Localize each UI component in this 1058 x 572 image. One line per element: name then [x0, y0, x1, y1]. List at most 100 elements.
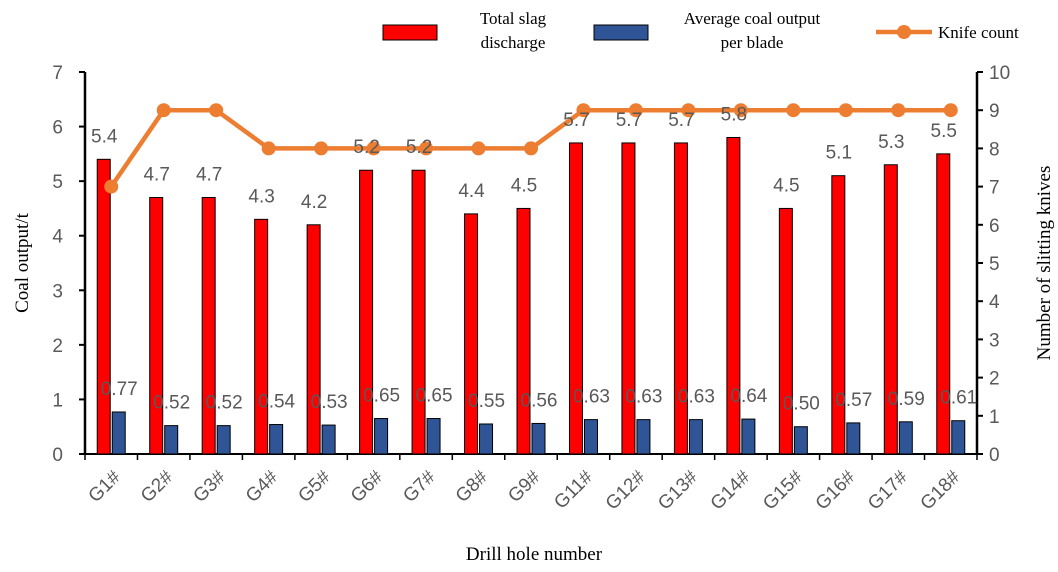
data-label-total-slag: 5.4 [91, 126, 118, 147]
bar-avg-output [531, 422, 546, 455]
bar-avg-output [216, 425, 231, 455]
knife-count-point [261, 141, 276, 156]
x-tick-label: G3# [189, 466, 230, 507]
knife-count-point [733, 103, 748, 118]
data-label-avg-output: 0.65 [363, 386, 400, 407]
data-label-total-slag: 4.3 [248, 186, 274, 207]
x-tick-label: G6# [347, 466, 388, 507]
knife-count-point [314, 141, 329, 156]
data-label-avg-output: 0.50 [783, 394, 820, 415]
knife-count-point [104, 179, 119, 194]
y-tick-label: 4 [52, 227, 63, 248]
y-tick-label: 1 [52, 390, 63, 411]
bar-avg-output [741, 418, 756, 455]
data-label-total-slag: 5.8 [721, 104, 747, 125]
y2-tick-label: 2 [989, 369, 1000, 390]
data-label-avg-output: 0.63 [625, 387, 662, 408]
bar-avg-output [479, 423, 494, 455]
data-label-total-slag: 4.4 [458, 181, 485, 202]
bar-total-slag [831, 175, 846, 455]
knife-count-point [628, 103, 643, 118]
knife-count-point [471, 141, 486, 156]
x-tick-label: G12# [602, 466, 650, 514]
y-tick-label: 3 [52, 281, 63, 302]
data-label-total-slag: 4.5 [511, 175, 537, 196]
knife-count-point [366, 141, 381, 156]
y-tick-label: 6 [52, 118, 63, 139]
data-label-avg-output: 0.59 [888, 389, 925, 410]
legend-label-avg-output: per blade [721, 33, 784, 52]
data-label-avg-output: 0.52 [206, 393, 243, 414]
y2-tick-label: 0 [989, 445, 1000, 466]
data-label-avg-output: 0.53 [311, 392, 348, 413]
bar-avg-output [374, 418, 389, 455]
legend-swatch-avg-output [593, 24, 649, 41]
data-label-avg-output: 0.55 [468, 391, 505, 412]
bar-total-slag [726, 136, 741, 455]
x-tick-label: G8# [452, 466, 493, 507]
y-tick-label: 0 [52, 445, 63, 466]
bar-total-slag [883, 164, 898, 455]
legend-label-avg-output: Average coal output [684, 9, 821, 28]
legend-swatch-total-slag [382, 24, 438, 41]
bar-avg-output [583, 419, 598, 455]
x-tick-label: G15# [759, 466, 807, 514]
bar-avg-output [688, 419, 703, 455]
bar-avg-output [426, 418, 441, 455]
bar-total-slag [96, 158, 111, 455]
x-tick-label: G11# [550, 466, 597, 513]
x-tick-label: G7# [399, 466, 440, 507]
data-label-avg-output: 0.77 [101, 379, 138, 400]
bar-avg-output [898, 421, 913, 455]
bar-total-slag [411, 169, 426, 455]
y2-tick-label: 1 [989, 407, 1000, 428]
knife-count-point [838, 103, 853, 118]
y-tick-label: 2 [52, 336, 63, 357]
x-tick-label: G9# [504, 466, 545, 507]
x-tick-label: G4# [242, 466, 283, 507]
bar-avg-output [321, 424, 336, 455]
bar-total-slag [306, 224, 321, 455]
legend: Total slag discharge Average coal output pe… [382, 9, 1019, 52]
bar-avg-output [164, 425, 179, 455]
bar-total-slag [568, 142, 583, 455]
x-tick-label: G14# [707, 466, 755, 514]
y-axis-title: Coal output/t [12, 212, 33, 312]
data-label-total-slag: 5.7 [616, 110, 642, 131]
y2-tick-label: 6 [989, 216, 1000, 237]
data-label-total-slag: 4.7 [196, 165, 222, 186]
data-labels-group: 5.4 0.77 4.7 0.52 4.7 0.52 4.3 0.54 4.2 0.53 5.2 0.… [91, 104, 977, 414]
bar-total-slag [516, 207, 531, 455]
bar-total-slag [621, 142, 636, 455]
data-label-total-slag: 4.7 [143, 165, 169, 186]
data-label-avg-output: 0.65 [416, 386, 453, 407]
bar-avg-output [846, 422, 861, 455]
y2-tick-label: 3 [989, 330, 1000, 351]
data-label-total-slag: 5.7 [668, 110, 694, 131]
bar-total-slag [673, 142, 688, 455]
legend-label-total-slag: discharge [481, 33, 546, 52]
knife-count-point [786, 103, 801, 118]
bar-total-slag [464, 213, 479, 455]
bar-total-slag [201, 197, 216, 455]
data-label-total-slag: 5.2 [353, 137, 379, 158]
y2-tick-label: 4 [989, 292, 1000, 313]
data-label-total-slag: 5.5 [931, 121, 957, 142]
knife-count-point [891, 103, 906, 118]
x-tick-label: G17# [864, 466, 912, 514]
x-tick-label: G5# [294, 466, 335, 507]
y2-tick-label: 7 [989, 178, 1000, 199]
data-label-total-slag: 5.3 [878, 132, 904, 153]
bar-total-slag [254, 218, 269, 455]
x-tick-label: G1# [85, 466, 126, 507]
y-tick-label: 7 [52, 63, 63, 84]
knife-count-point [209, 103, 224, 118]
data-label-total-slag: 5.2 [406, 137, 432, 158]
y2-tick-label: 9 [989, 101, 1000, 122]
legend-label-knife-count: Knife count [938, 23, 1019, 42]
bar-total-slag [149, 197, 164, 455]
data-label-total-slag: 5.7 [563, 110, 589, 131]
data-label-total-slag: 4.5 [773, 175, 799, 196]
